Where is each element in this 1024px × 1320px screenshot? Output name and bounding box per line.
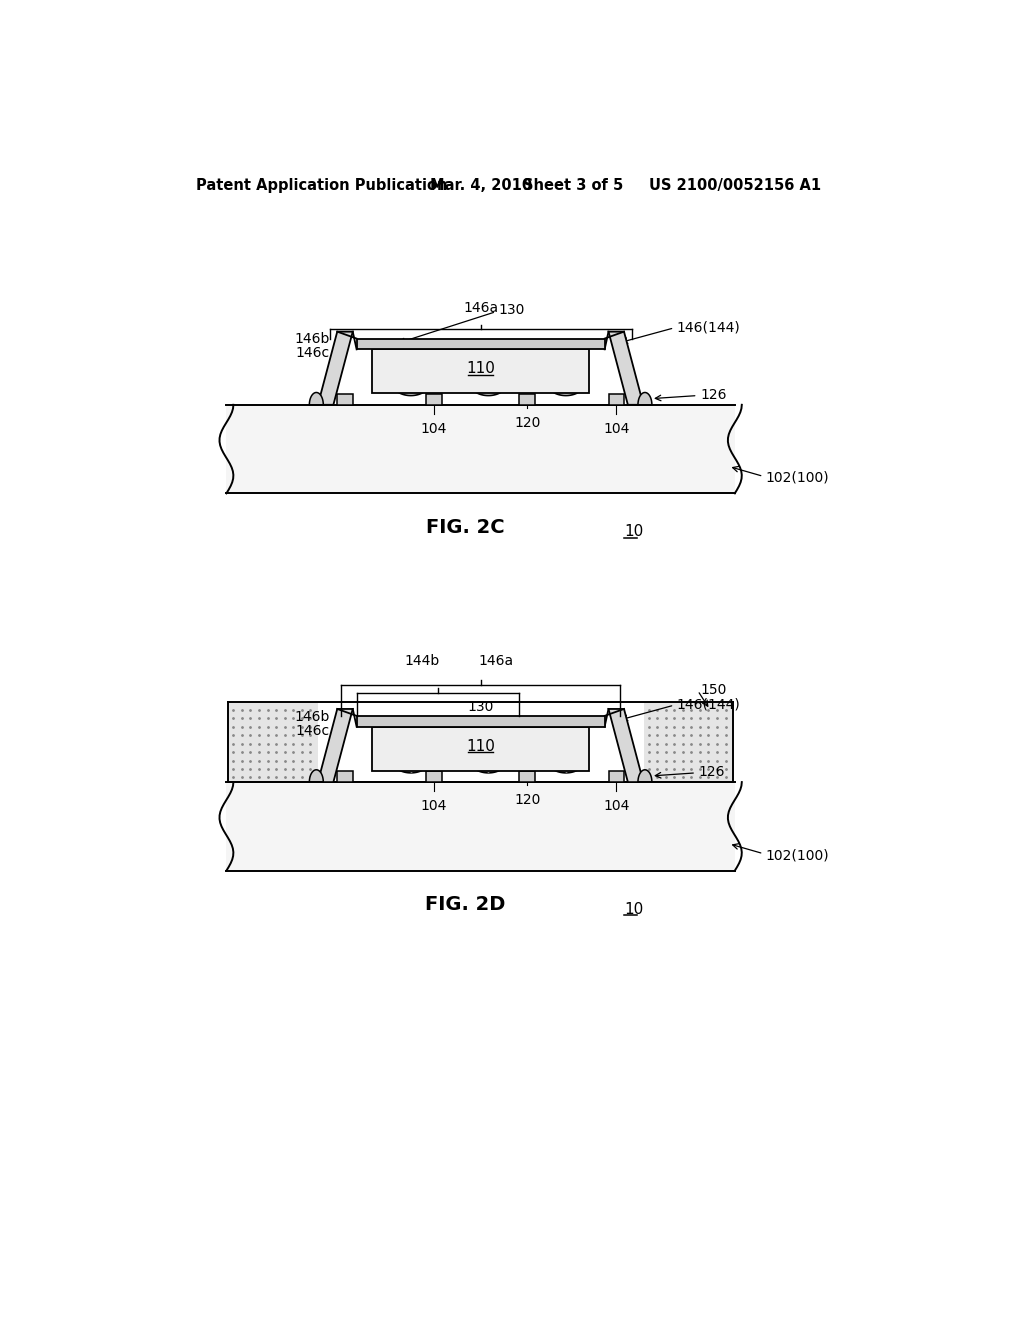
Text: 130: 130 <box>467 700 494 714</box>
Text: FIG. 2D: FIG. 2D <box>425 895 505 915</box>
Text: 10: 10 <box>624 524 643 540</box>
Text: 104: 104 <box>603 799 630 813</box>
Bar <box>356 339 604 350</box>
Text: Mar. 4, 2010: Mar. 4, 2010 <box>430 178 532 193</box>
Bar <box>372 350 589 393</box>
Text: 146c: 146c <box>295 346 330 360</box>
Text: 150: 150 <box>700 682 726 697</box>
Text: 146(144): 146(144) <box>677 319 740 334</box>
Text: 146b: 146b <box>294 710 330 723</box>
Text: 146b: 146b <box>294 333 330 346</box>
Polygon shape <box>470 371 507 396</box>
Text: 110: 110 <box>466 739 495 754</box>
Text: 146(144): 146(144) <box>677 697 740 711</box>
Text: 104: 104 <box>603 422 630 436</box>
Text: 126: 126 <box>698 766 725 779</box>
Text: 126: 126 <box>700 388 726 401</box>
Text: 10: 10 <box>624 902 643 916</box>
Bar <box>228 702 317 781</box>
Text: 110: 110 <box>466 362 495 376</box>
Polygon shape <box>317 331 352 405</box>
Polygon shape <box>547 371 585 396</box>
Polygon shape <box>608 709 643 781</box>
Text: 102(100): 102(100) <box>766 471 829 484</box>
Polygon shape <box>392 748 429 772</box>
Text: 146a: 146a <box>463 301 499 315</box>
Polygon shape <box>547 748 585 772</box>
Polygon shape <box>309 770 324 781</box>
Bar <box>426 771 442 781</box>
Text: US 2100/0052156 A1: US 2100/0052156 A1 <box>649 178 821 193</box>
Bar <box>519 771 535 781</box>
Polygon shape <box>309 392 324 405</box>
Text: Sheet 3 of 5: Sheet 3 of 5 <box>523 178 624 193</box>
Polygon shape <box>317 709 352 781</box>
Text: 144b: 144b <box>404 655 440 668</box>
Polygon shape <box>608 331 643 405</box>
Text: Patent Application Publication: Patent Application Publication <box>197 178 447 193</box>
Bar <box>608 395 624 405</box>
Bar <box>226 781 735 871</box>
Text: 120: 120 <box>514 416 541 429</box>
Text: 146a: 146a <box>478 655 514 668</box>
Text: 130: 130 <box>499 304 525 317</box>
Bar <box>426 395 442 405</box>
Text: 104: 104 <box>421 799 447 813</box>
Text: 146c: 146c <box>295 723 330 738</box>
Bar <box>337 395 352 405</box>
Bar <box>519 395 535 405</box>
Bar <box>226 405 735 494</box>
Text: 104: 104 <box>421 422 447 436</box>
Bar <box>644 702 733 781</box>
Text: FIG. 2C: FIG. 2C <box>426 517 505 537</box>
Polygon shape <box>638 770 652 781</box>
Bar <box>372 726 589 771</box>
Polygon shape <box>638 392 652 405</box>
Text: 120: 120 <box>514 793 541 807</box>
Bar <box>608 771 624 781</box>
Text: 102(100): 102(100) <box>766 849 829 862</box>
Polygon shape <box>392 371 429 396</box>
Bar <box>337 771 352 781</box>
Polygon shape <box>470 748 507 772</box>
Bar <box>356 715 604 726</box>
